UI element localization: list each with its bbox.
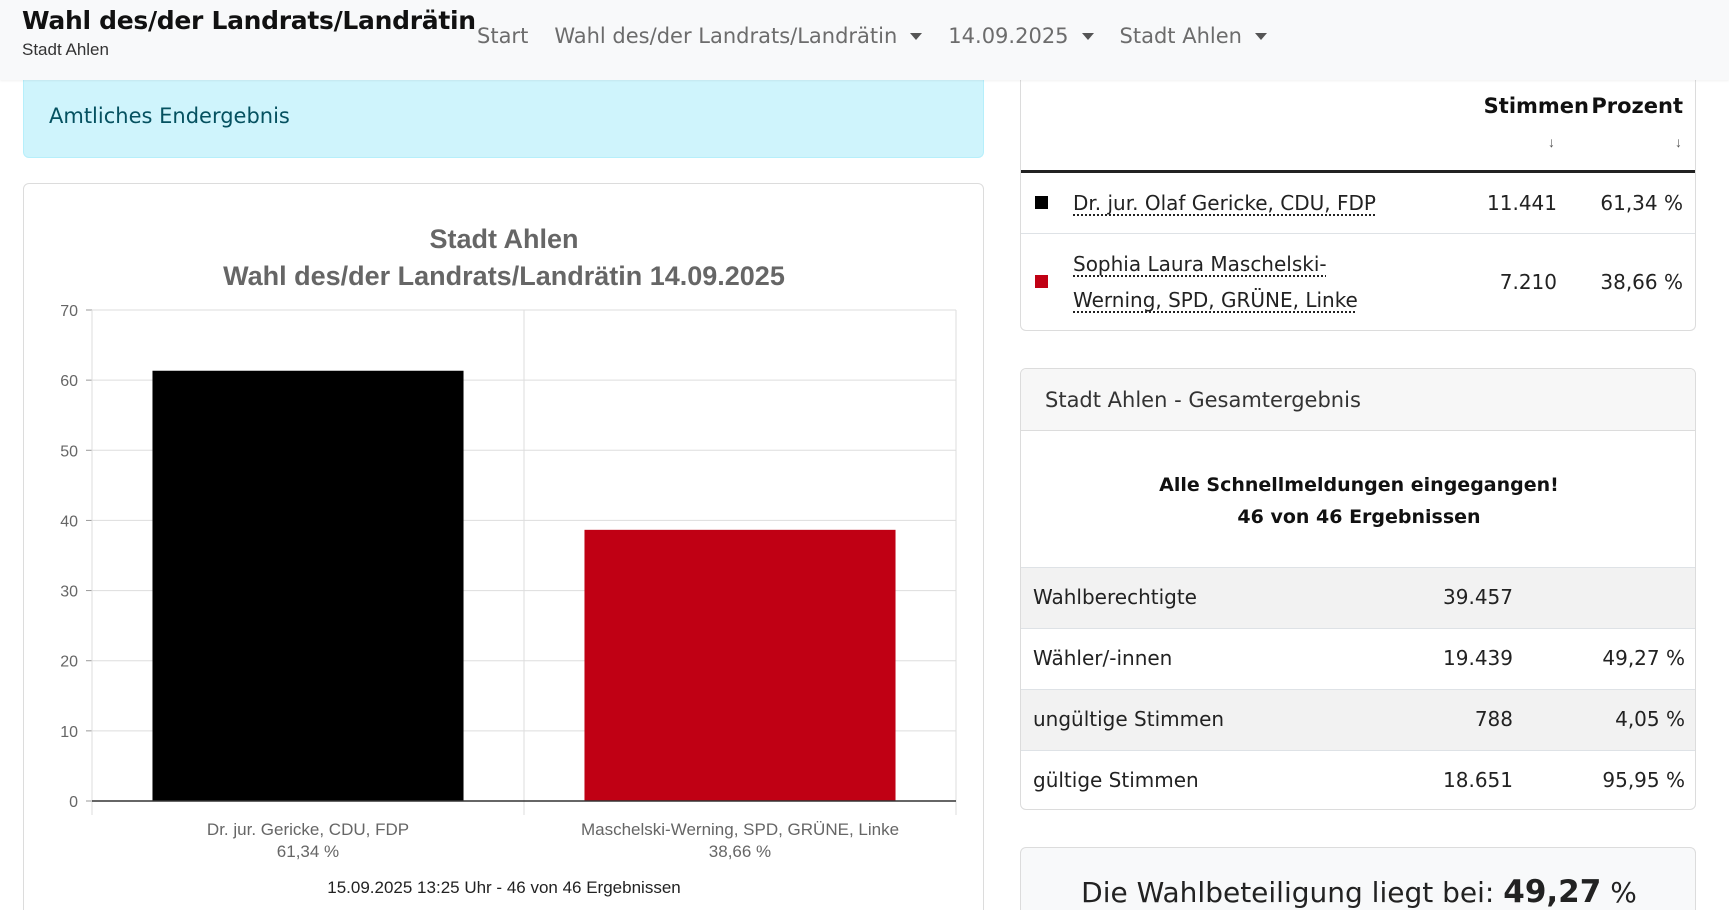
summary-row-invalid: ungültige Stimmen 788 4,05 % [1021,689,1695,750]
row-value: 19.439 [1443,646,1513,670]
color-swatch [1035,196,1048,209]
x-tick-label: Dr. jur. Gericke, CDU, FDP [207,820,409,839]
row-percent: 95,95 % [1602,768,1685,792]
caret-down-icon [1081,32,1094,40]
row-label: gültige Stimmen [1033,768,1199,792]
y-tick-label: 70 [60,303,78,320]
candidate-percent: 61,34 % [1600,191,1683,215]
turnout-text: Die Wahlbeteiligung liegt bei: 49,27 % [1021,874,1695,910]
candidate-name-line1: Sophia Laura Maschelski- [1073,252,1327,276]
brand-title[interactable]: Wahl des/der Landrats/Landrätin [22,6,476,35]
brand[interactable]: Wahl des/der Landrats/Landrätin Stadt Ah… [22,6,476,60]
turnout-value: 49,27 [1503,874,1602,910]
x-tick-sublabel: 61,34 % [277,842,339,861]
row-value: 18.651 [1443,768,1513,792]
column-header-votes[interactable]: Stimmen [1483,94,1589,118]
summary-row-valid: gültige Stimmen 18.651 95,95 % [1021,750,1695,809]
x-tick-label: Maschelski-Werning, SPD, GRÜNE, Linke [581,820,899,839]
nav-election-label: Wahl des/der Landrats/Landrätin [554,24,898,48]
bar-chart: Stadt Ahlen Wahl des/der Landrats/Landrät… [60,224,957,897]
y-tick-label: 10 [60,724,78,741]
sort-arrow-icon[interactable]: ↓ [1548,134,1555,150]
nav-start[interactable]: Start [477,20,528,52]
color-swatch [1035,275,1048,288]
y-tick-label: 60 [60,373,78,390]
result-status-alert: Amtliches Endergebnis [23,78,984,158]
card-header-title: Stadt Ahlen - Gesamtergebnis [1045,388,1361,412]
column-header-percent[interactable]: Prozent [1591,94,1683,118]
turnout-prefix: Die Wahlbeteiligung liegt bei: [1081,876,1495,909]
notice-line1: Alle Schnellmeldungen eingegangen! [1159,474,1559,496]
candidate-name-line2: Werning, SPD, GRÜNE, Linke [1073,288,1358,312]
y-tick-label: 40 [60,513,78,530]
y-tick-label: 30 [60,584,78,601]
chart-subtitle: Wahl des/der Landrats/Landrätin 14.09.20… [223,261,785,291]
card-header: Stadt Ahlen - Gesamtergebnis [1021,369,1695,431]
row-divider [1021,233,1695,234]
navbar: Wahl des/der Landrats/Landrätin Stadt Ah… [0,0,1729,80]
row-percent: 4,05 % [1615,707,1685,731]
bar-1 [152,370,464,801]
candidate-name-link[interactable]: Sophia Laura Maschelski- Werning, SPD, G… [1073,246,1358,318]
x-tick-sublabel: 38,66 % [709,842,771,861]
notice-line2: 46 von 46 Ergebnissen [1237,506,1481,528]
caret-down-icon [910,32,923,40]
nav-area-label: Stadt Ahlen [1119,24,1242,48]
summary-row-eligible: Wahlberechtigte 39.457 [1021,567,1695,628]
row-value: 788 [1474,707,1513,731]
sort-arrow-icon[interactable]: ↓ [1675,134,1682,150]
nav-area-dropdown[interactable]: Stadt Ahlen [1120,20,1267,52]
brand-subtitle: Stadt Ahlen [22,40,109,59]
main-nav: Start Wahl des/der Landrats/Landrätin 14… [477,20,1293,52]
turnout-suffix: % [1610,876,1637,909]
bar-2 [584,529,896,801]
overall-result-card: Stadt Ahlen - Gesamtergebnis Alle Schnel… [1020,368,1696,810]
table-header-divider [1021,170,1695,173]
candidate-votes: 7.210 [1499,270,1557,294]
nav-date-dropdown[interactable]: 14.09.2025 [948,20,1094,52]
y-tick-label: 50 [60,443,78,460]
nav-election-dropdown[interactable]: Wahl des/der Landrats/Landrätin [554,20,923,52]
y-tick-label: 20 [60,654,78,671]
summary-row-voters: Wähler/-innen 19.439 49,27 % [1021,628,1695,689]
row-percent: 49,27 % [1602,646,1685,670]
nav-date-label: 14.09.2025 [948,24,1069,48]
candidate-votes: 11.441 [1487,191,1557,215]
chart-title: Stadt Ahlen [429,224,578,254]
row-label: Wähler/-innen [1033,646,1173,670]
turnout-card: Die Wahlbeteiligung liegt bei: 49,27 % [1020,847,1696,910]
result-status-text: Amtliches Endergebnis [49,104,290,128]
candidate-name-link[interactable]: Dr. jur. Olaf Gericke, CDU, FDP [1073,191,1376,215]
row-label: Wahlberechtigte [1033,585,1197,609]
row-value: 39.457 [1443,585,1513,609]
reports-complete-notice: Alle Schnellmeldungen eingegangen! 46 vo… [1021,469,1695,533]
chart-card: Stadt Ahlen Wahl des/der Landrats/Landrät… [23,183,984,910]
caret-down-icon [1254,32,1267,40]
chart-footer: 15.09.2025 13:25 Uhr - 46 von 46 Ergebni… [327,878,680,897]
nav-start-label: Start [477,24,529,48]
candidate-results-table: Stimmen ↓ Prozent ↓ Dr. jur. Olaf Gerick… [1020,70,1696,331]
candidate-percent: 38,66 % [1600,270,1683,294]
y-tick-label: 0 [69,794,78,811]
row-label: ungültige Stimmen [1033,707,1225,731]
